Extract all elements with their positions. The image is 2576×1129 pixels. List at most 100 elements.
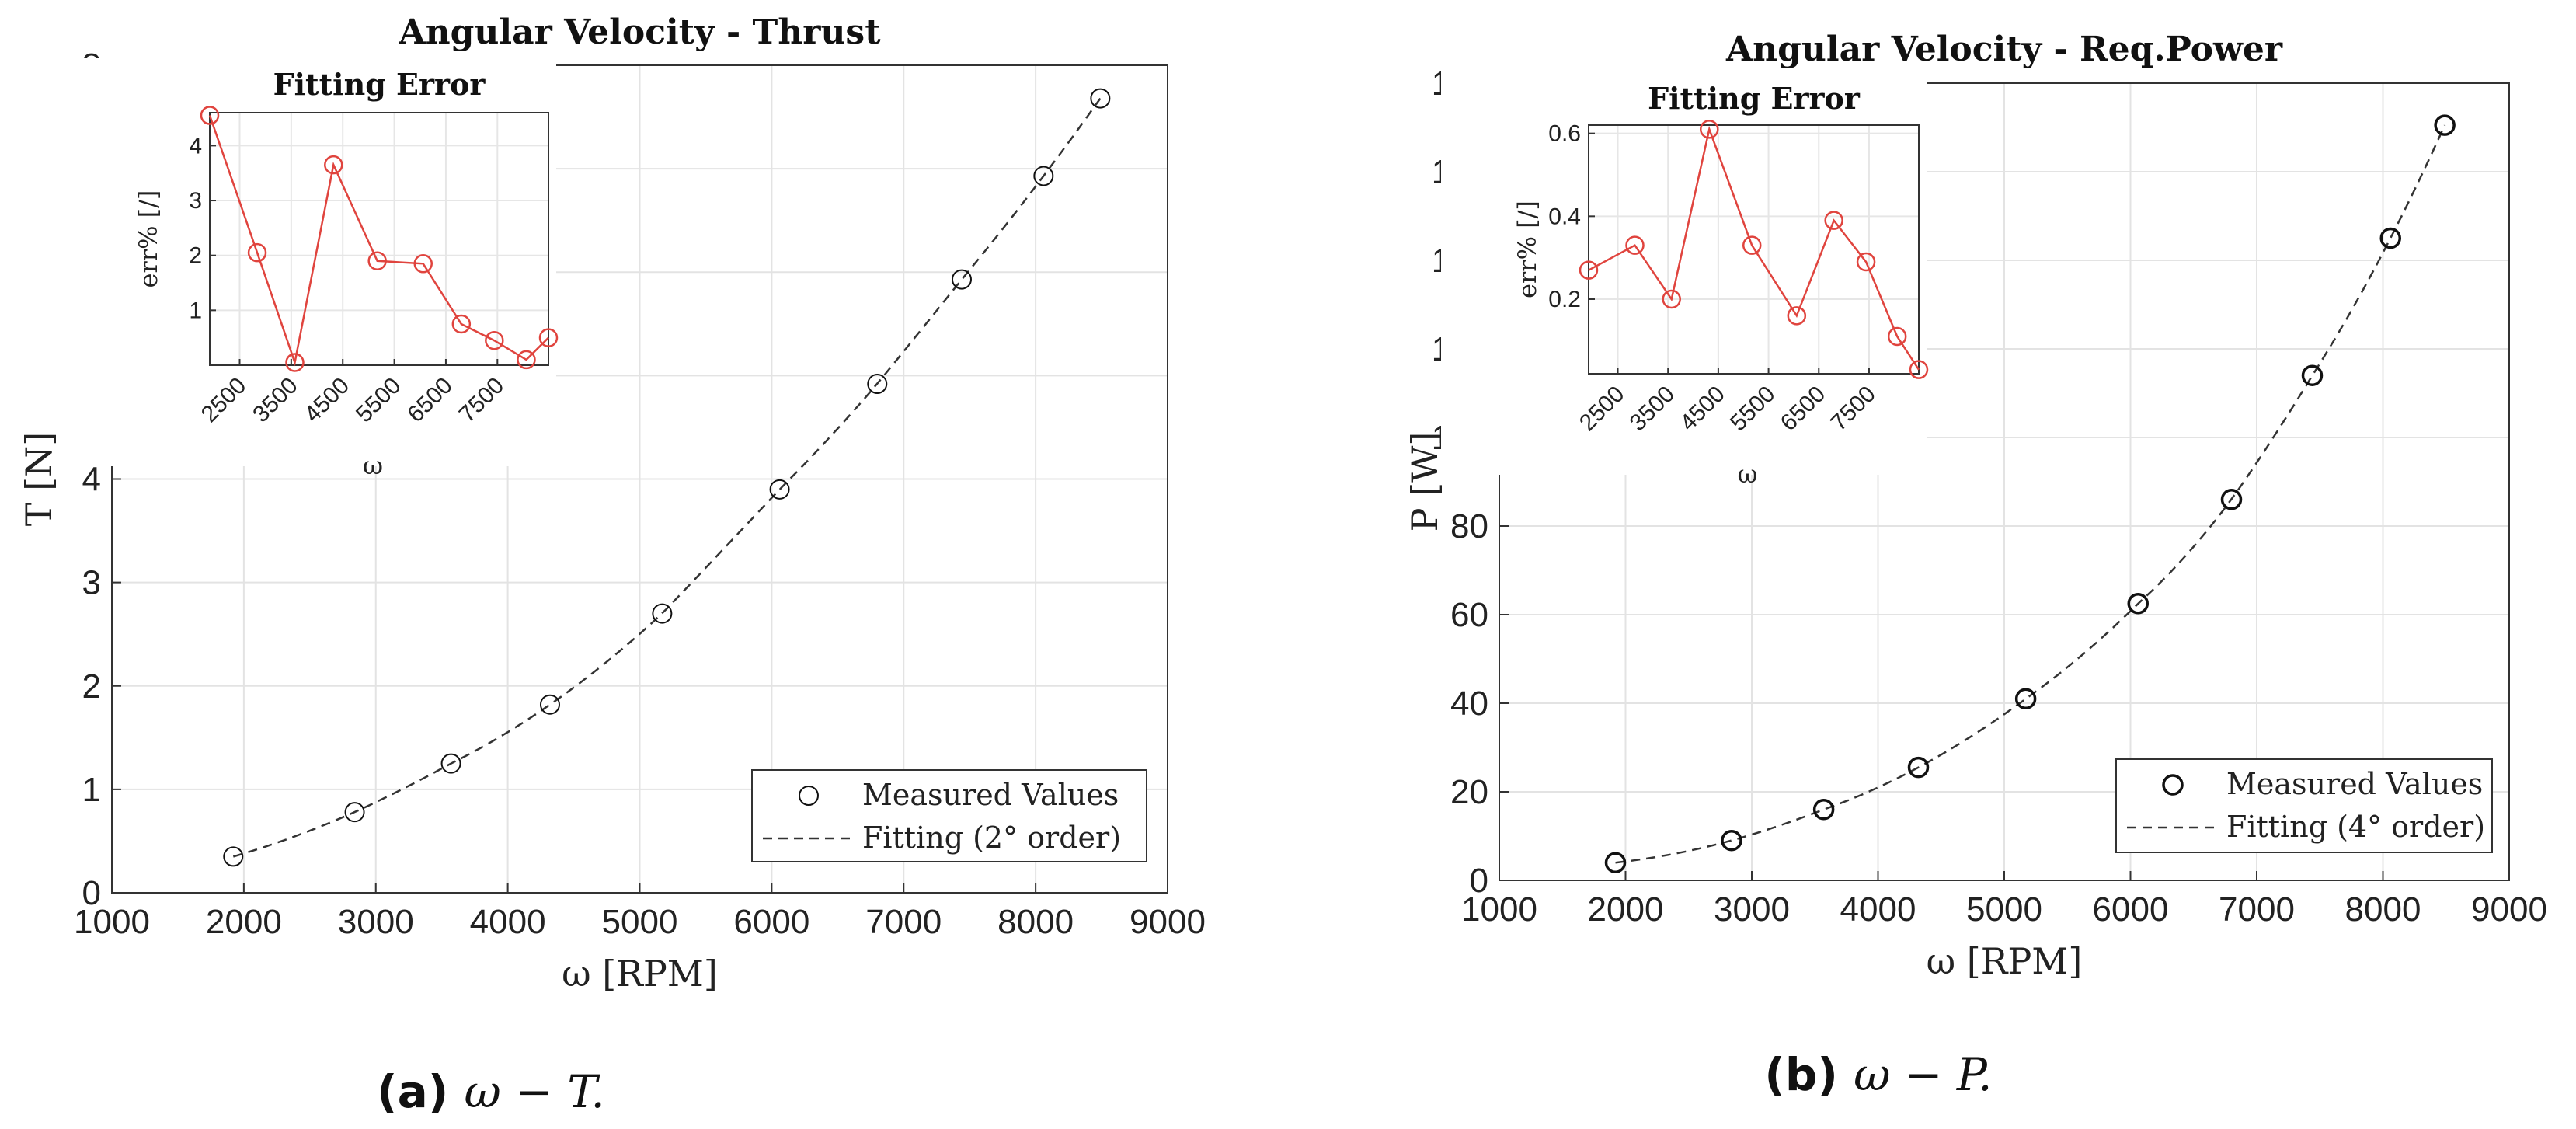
measured-point xyxy=(539,694,560,715)
chart-title: Angular Velocity - Thrust xyxy=(398,12,881,52)
inset-y-tick-label: 2 xyxy=(189,243,202,269)
inset-background xyxy=(62,58,556,466)
inset-frame xyxy=(209,112,549,366)
x-tick-label: 9000 xyxy=(2471,890,2547,929)
caption-math: ω − P. xyxy=(1854,1048,1992,1101)
caption-math: ω − T. xyxy=(464,1065,604,1118)
x-tick-label: 2000 xyxy=(1588,890,1664,929)
x-tick-label: 4000 xyxy=(470,903,546,941)
inset-error-point xyxy=(1742,235,1762,255)
chart-2: 1000 2000 3000 4000 5000 6000 7000 8000 9000 0 20 4… xyxy=(1404,30,2547,1101)
inset-error-point xyxy=(485,330,504,350)
x-tick-label: 1000 xyxy=(74,903,150,941)
measured-point xyxy=(1907,756,1930,779)
inset-error-point xyxy=(1856,252,1876,272)
measured-point xyxy=(2301,364,2324,386)
inset-error-point xyxy=(538,328,559,347)
x-tick-label: 4000 xyxy=(1840,890,1916,929)
inset-frame xyxy=(1588,124,1920,375)
figure-caption: (a) ω − T. xyxy=(377,1065,605,1118)
x-tick-label: 5000 xyxy=(602,903,678,941)
measured-point xyxy=(223,846,244,867)
legend-label-measured: Measured Values xyxy=(862,778,1119,812)
inset-title: Fitting Error xyxy=(273,67,486,102)
measured-point xyxy=(2379,227,2401,249)
y-tick-label: 0 xyxy=(1470,862,1488,900)
x-tick-label: 9000 xyxy=(1130,903,1206,941)
x-tick-label: 7000 xyxy=(865,903,942,941)
measured-point xyxy=(1604,852,1627,873)
inset-y-tick-label: 4 xyxy=(189,133,202,159)
measured-point xyxy=(1812,799,1835,821)
inset-error-point xyxy=(451,314,472,334)
inset-y-axis-label: err% [/] xyxy=(1513,200,1542,298)
x-tick-label: 1000 xyxy=(1461,890,1537,929)
measured-point xyxy=(344,802,365,823)
inset-background xyxy=(1441,71,1927,475)
inset-error-line xyxy=(208,115,549,367)
figure-caption: (b) ω − P. xyxy=(1764,1048,1992,1101)
inset-error-point xyxy=(1579,260,1599,280)
inset-error-point xyxy=(367,251,387,271)
legend-label-measured: Measured Values xyxy=(2226,767,2483,801)
y-tick-label: 2 xyxy=(82,667,101,706)
inset-error-point xyxy=(517,350,536,370)
legend-marker-measured xyxy=(2162,774,2184,796)
x-tick-label: 6000 xyxy=(2093,890,2169,929)
legend-label-fitting: Fitting (2° order) xyxy=(862,821,1121,855)
y-tick-label: 1 xyxy=(82,771,101,809)
inset-y-axis-label: err% [/] xyxy=(134,190,163,288)
inset-y-tick-label: 1 xyxy=(189,298,202,323)
measured-point xyxy=(951,269,972,290)
measured-point xyxy=(2434,114,2456,136)
y-tick-label: 20 xyxy=(1450,773,1488,811)
measured-point xyxy=(652,603,673,624)
x-tick-label: 8000 xyxy=(2345,890,2421,929)
measured-point xyxy=(440,753,461,774)
x-tick-label: 2000 xyxy=(206,903,282,941)
legend-box xyxy=(751,769,1147,862)
y-tick-label: 60 xyxy=(1450,596,1488,634)
inset-y-tick-label: 3 xyxy=(189,188,202,214)
x-tick-label: 8000 xyxy=(997,903,1074,941)
measured-point xyxy=(2014,688,2037,710)
x-axis-label: ω [RPM] xyxy=(1927,940,2083,982)
inset-error-point xyxy=(1909,360,1929,379)
legend-marker-measured xyxy=(799,786,819,806)
inset-error-point xyxy=(1887,326,1907,347)
measured-point xyxy=(1721,829,1742,852)
inset-error-point xyxy=(285,353,305,372)
inset-error-point xyxy=(324,155,343,175)
inset-y-tick-label: 0.6 xyxy=(1548,121,1581,147)
inset-error-point xyxy=(1662,289,1681,309)
y-tick-label: 0 xyxy=(82,874,101,912)
inset-y-tick-label: 0.2 xyxy=(1548,287,1581,312)
inset-error-point xyxy=(1700,120,1719,139)
chart-1: 1000 2000 3000 4000 5000 6000 7000 8000 9000 0 1 2 3… xyxy=(18,12,1206,1118)
chart-title: Angular Velocity - Req.Power xyxy=(1725,30,2283,69)
x-tick-label: 3000 xyxy=(1714,890,1790,929)
legend-box xyxy=(2115,758,2493,853)
x-tick-label: 3000 xyxy=(338,903,414,941)
inset-chart: 2500350045005500650075000.20.40.6Fitting… xyxy=(1441,71,1929,489)
caption-label: (b) xyxy=(1764,1048,1854,1101)
y-tick-label: 3 xyxy=(82,564,101,602)
inset-error-point xyxy=(1824,211,1843,230)
inset-error-line xyxy=(1588,125,1920,371)
measured-point xyxy=(2127,593,2149,615)
measured-point xyxy=(2220,489,2243,510)
x-tick-label: 6000 xyxy=(733,903,809,941)
inset-error-point xyxy=(1787,306,1807,326)
inset-error-point xyxy=(200,106,220,125)
y-axis-label: T [N] xyxy=(18,432,60,526)
inset-y-tick-label: 0.4 xyxy=(1548,204,1581,229)
measured-point xyxy=(769,479,790,500)
inset-x-axis-label: ω xyxy=(363,451,383,480)
inset-error-point xyxy=(413,254,433,274)
fitting-curve xyxy=(1615,124,2446,864)
measured-point xyxy=(1090,88,1111,109)
inset-title: Fitting Error xyxy=(1648,81,1861,116)
x-tick-label: 5000 xyxy=(1966,890,2042,929)
